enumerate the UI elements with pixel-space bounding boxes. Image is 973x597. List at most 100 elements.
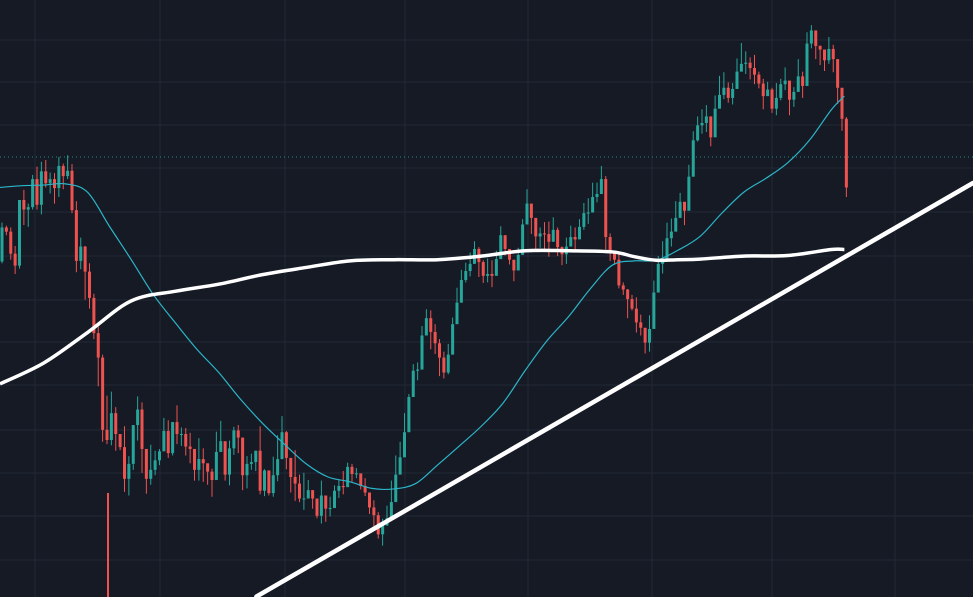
candle <box>761 78 765 110</box>
candle <box>149 444 153 485</box>
candle <box>801 71 805 98</box>
candle <box>88 263 91 309</box>
candle <box>779 78 783 101</box>
candle <box>39 161 43 215</box>
candle-body <box>573 237 577 240</box>
candle <box>678 192 682 218</box>
candle <box>652 280 656 329</box>
candle-body <box>543 233 546 235</box>
candle-body <box>407 397 411 433</box>
candle-body <box>35 179 39 205</box>
candle <box>223 441 227 481</box>
candle-body <box>245 463 249 476</box>
candle-body <box>324 495 328 509</box>
candle <box>214 431 218 480</box>
candle-body <box>604 179 608 238</box>
candle <box>267 470 271 496</box>
candle-body <box>140 409 144 449</box>
candle-body <box>499 235 503 260</box>
candle <box>744 51 748 75</box>
candle <box>459 269 463 303</box>
candle-body <box>359 473 363 486</box>
candle <box>696 116 700 142</box>
candle-body <box>372 507 376 516</box>
ma-slow-line <box>0 247 845 386</box>
candle <box>35 166 39 210</box>
candle-body <box>818 45 822 50</box>
candle <box>83 245 87 300</box>
candle <box>639 314 643 336</box>
candle-body <box>179 434 183 436</box>
candle-body <box>166 431 170 454</box>
candle <box>814 30 818 60</box>
candle-body <box>123 447 126 479</box>
candle-body <box>424 318 428 336</box>
candle <box>175 405 179 445</box>
candle-body <box>276 459 280 476</box>
candle <box>9 227 13 260</box>
candle-body <box>381 525 385 535</box>
candle-body <box>709 116 713 138</box>
candle-body <box>249 462 253 464</box>
candle <box>534 217 538 251</box>
candle-body <box>158 451 161 461</box>
candle <box>263 469 266 497</box>
candle-body <box>232 430 236 449</box>
candle-body <box>713 108 717 138</box>
candle-body <box>127 463 131 479</box>
trendline <box>254 180 973 597</box>
candle <box>774 82 778 116</box>
candle-body <box>136 409 140 426</box>
candle-body <box>494 259 498 276</box>
candle <box>79 237 83 270</box>
candle-body <box>722 87 726 95</box>
candle-body <box>796 76 800 92</box>
candle-body <box>464 271 468 280</box>
candle-body <box>442 357 446 373</box>
candle-body <box>206 463 210 472</box>
candle-body <box>696 125 700 141</box>
candle <box>634 297 638 333</box>
candle-body <box>840 87 844 119</box>
candle-body <box>389 502 393 519</box>
candle-body <box>788 80 791 100</box>
candle-body <box>687 176 691 211</box>
candle-body <box>96 333 100 358</box>
candle-body <box>801 76 805 86</box>
candle <box>429 310 433 350</box>
candle-body <box>214 451 218 480</box>
candle-body <box>683 201 686 211</box>
candle-body <box>289 457 293 478</box>
candle <box>403 413 406 458</box>
candle <box>499 226 503 260</box>
candle <box>315 498 319 519</box>
candle-body <box>193 448 196 470</box>
candle <box>206 463 210 485</box>
candle <box>13 245 17 275</box>
candle <box>162 417 166 452</box>
candle-body <box>411 370 415 398</box>
candle-body <box>298 483 301 499</box>
candle <box>166 420 170 458</box>
candle <box>18 199 21 269</box>
candle <box>31 174 35 210</box>
candle-body <box>779 84 783 98</box>
candle-body <box>508 248 511 260</box>
candle-body <box>766 89 770 97</box>
candle-body <box>315 498 319 516</box>
candle-body <box>416 369 420 371</box>
candle-body <box>621 285 625 290</box>
candle-body <box>429 318 433 332</box>
candle-body <box>704 116 708 123</box>
candle-body <box>648 328 651 343</box>
candle <box>709 116 713 147</box>
candle-body <box>582 213 586 227</box>
candle-body <box>823 49 826 61</box>
candle-body <box>337 485 341 491</box>
candle <box>245 456 249 489</box>
candle-body <box>197 459 201 470</box>
candle <box>105 395 109 445</box>
candle-body <box>175 422 179 435</box>
candle <box>569 225 573 247</box>
